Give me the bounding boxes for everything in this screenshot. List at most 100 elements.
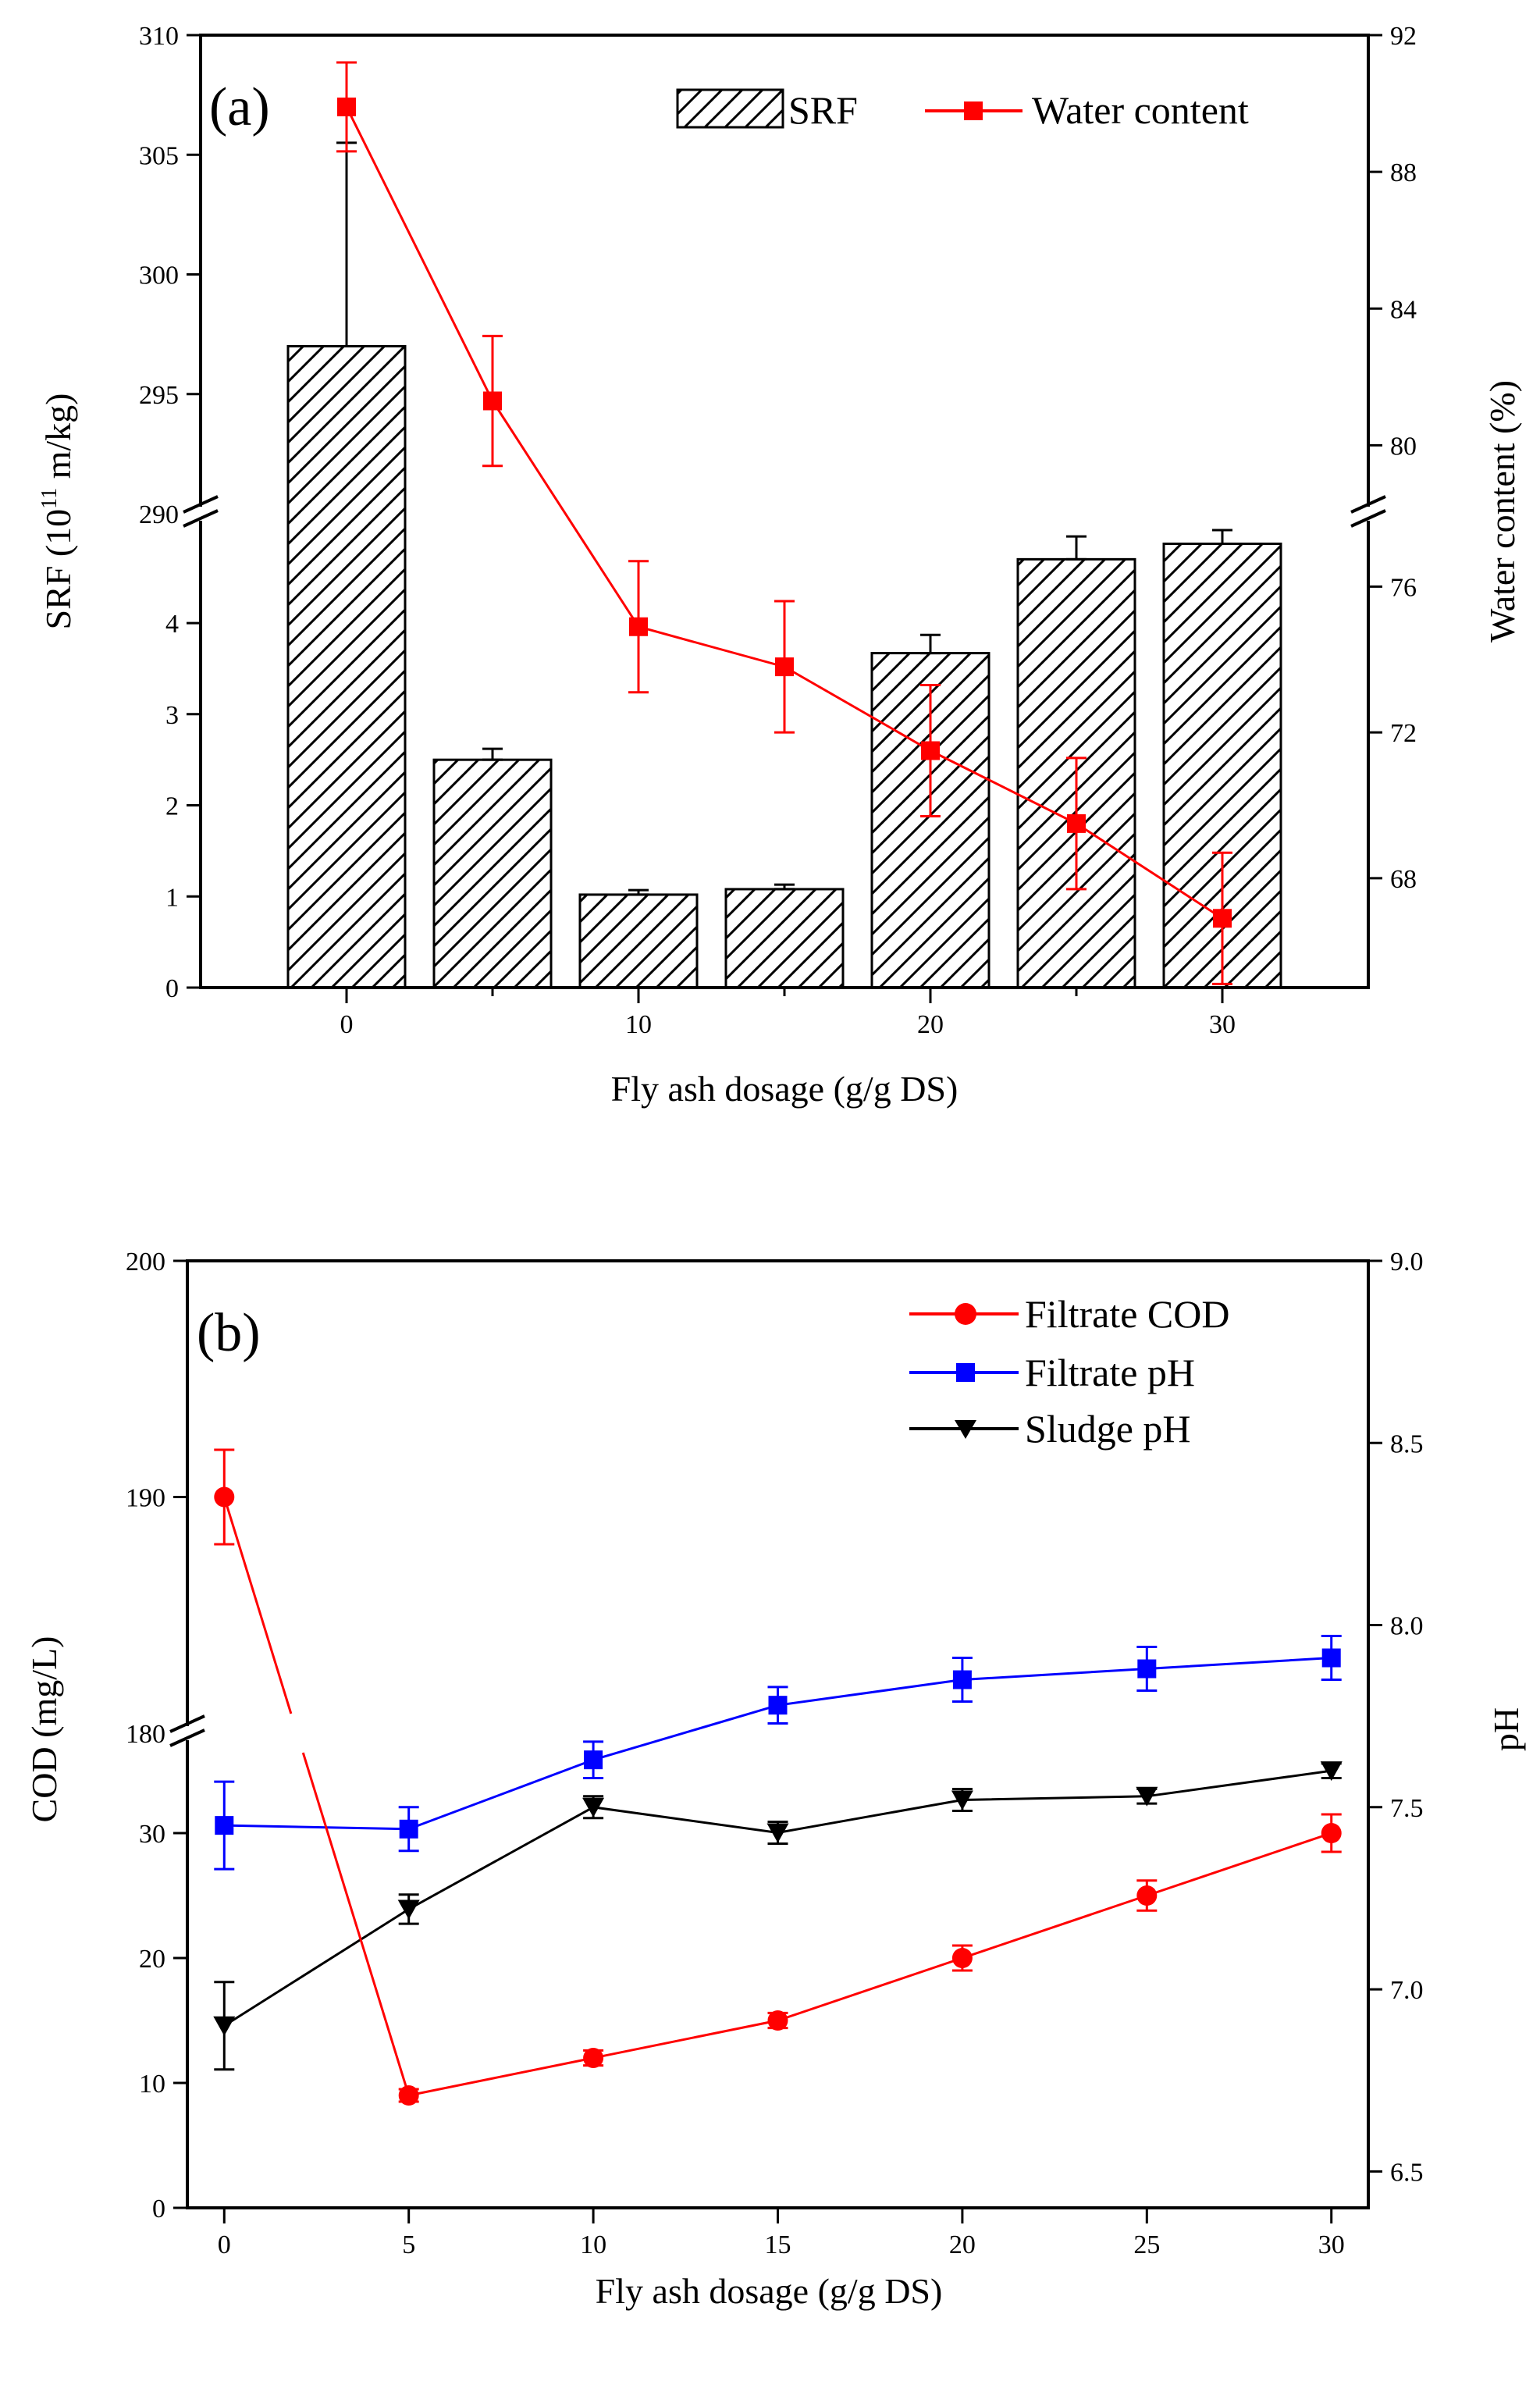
water-content-point-5 [483,391,502,411]
filtrate-cod-point-20 [951,1948,973,1968]
a-x-tick-label-10: 10 [625,1010,652,1039]
a-right-tick-label-76: 76 [1390,573,1417,602]
a-left-upper-tick-label-300: 300 [139,262,179,290]
filtrate-ph-point-15 [768,1696,788,1715]
a-right-tick-label-68: 68 [1390,865,1417,894]
legend-label-srf: SRF [788,88,858,132]
filtrate-ph-point-30 [1321,1648,1341,1668]
a-left-tick-label-4: 4 [165,610,179,639]
a-right-break-slash-2 [1350,509,1386,528]
sludge-ph-point-10 [582,1797,605,1817]
water-content-point-30 [1213,909,1232,928]
b-left-tick-label-0: 0 [152,2195,165,2223]
b-left-break-slash-1 [169,1714,205,1733]
legend-marker-water-content [964,101,983,120]
a-left-upper-tick-label-305: 305 [139,141,179,170]
panel-b-label: (b) [197,1303,261,1363]
panel-b-axis-breaks [169,1714,205,1747]
filtrate-ph-point-10 [584,1750,603,1770]
a-x-tick-label-0: 0 [340,1010,354,1039]
a-right-break-gap [1351,507,1385,521]
srf-bar-15 [724,888,845,989]
sludge-ph-point-15 [766,1823,789,1843]
panel-b-series [213,1448,1343,2106]
sludge-ph-point-5 [397,1899,420,1920]
panel-a-x-axis-label: Fly ash dosage (g/g DS) [611,1069,958,1109]
b-right-tick-label-8.5: 8.5 [1390,1429,1424,1458]
a-right-upper-tick-label-84: 84 [1390,295,1417,324]
b-right-tick-label-7: 7.0 [1390,1976,1424,2005]
filtrate-cod-series [214,1448,1342,2106]
panel-a-axis-breaks [183,495,1386,528]
a-right-upper-tick-label-92: 92 [1390,22,1417,51]
sludge-ph-point-20 [951,1790,973,1810]
filtrate-cod-point-25 [1136,1885,1158,1906]
filtrate-cod-line [408,1832,1332,2097]
sludge-ph-point-25 [1136,1786,1158,1807]
a-left-tick-label-0: 0 [165,974,179,1003]
panel-b: 0 5 10 15 20 25 30 0 10 20 30 180 190 200 6.5 7.0 7.5 8.0… [24,1248,1526,2311]
a-left-upper-tick-label-290: 290 [139,500,179,529]
a-left-tick-label-2: 2 [165,792,179,821]
water-content-point-25 [1067,814,1086,833]
filtrate-cod-point-0 [214,1486,235,1508]
legend-label-water-content: Water content [1032,88,1249,132]
water-content-point-20 [921,741,940,760]
b-x-tick-label-15: 15 [765,2230,791,2259]
filtrate-ph-series [214,1635,1342,1871]
water-content-point-10 [629,617,648,636]
panel-b-frame [186,1259,1370,2209]
sludge-ph-line [223,1769,1332,2027]
b-left-upper-tick-label-180: 180 [126,1720,165,1749]
b-x-tick-label-10: 10 [580,2230,606,2259]
water-content-series [336,61,1232,985]
legend-label-sludge-ph: Sludge pH [1025,1407,1191,1451]
legend-marker-filtrate-ph [956,1363,975,1382]
b-right-tick-label-9: 9.0 [1390,1248,1424,1276]
sludge-ph-point-0 [213,2016,236,2036]
b-x-tick-label-25: 25 [1133,2230,1160,2259]
panel-b-axes: 0 5 10 15 20 25 30 0 10 20 30 180 190 200 6.5 7.0 7.5 8.0… [126,1248,1424,2259]
legend-label-filtrate-cod: Filtrate COD [1025,1292,1229,1336]
srf-bar-10 [578,893,699,989]
sludge-ph-series [213,1761,1343,2071]
panel-b-x-axis-label: Fly ash dosage (g/g DS) [596,2271,943,2311]
a-x-tick-label-20: 20 [917,1010,944,1039]
filtrate-ph-point-5 [399,1819,418,1839]
panel-b-left-axis-label: COD (mg/L) [24,1636,64,1823]
filtrate-ph-line [224,1657,1332,1831]
sludge-ph-point-30 [1320,1761,1343,1782]
legend-marker-sludge-ph [955,1420,976,1439]
panel-b-right-axis-label: pH [1486,1707,1526,1751]
legend-swatch-srf [676,88,784,129]
a-left-break-slash-1 [183,495,219,514]
a-left-break-gap [183,507,218,521]
b-left-upper-tick-label-200: 200 [126,1248,165,1276]
a-left-tick-label-1: 1 [165,883,179,912]
b-left-tick-label-30: 30 [139,1820,165,1849]
filtrate-ph-point-20 [952,1670,972,1689]
legend-label-filtrate-ph: Filtrate pH [1025,1351,1195,1394]
srf-bar-0 [286,344,407,989]
panel-a-legend: SRF Water content [676,88,1249,132]
b-left-tick-label-20: 20 [139,1945,165,1974]
b-left-tick-label-10: 10 [139,2070,165,2099]
a-left-break-slash-2 [183,509,219,528]
a-left-tick-label-3: 3 [165,701,179,730]
panel-a-label: (a) [209,77,270,137]
panel-a-right-axis-label: Water content (%) [1482,380,1522,643]
b-x-tick-label-20: 20 [949,2230,976,2259]
a-left-upper-tick-label-310: 310 [139,22,179,51]
filtrate-cod-point-30 [1321,1823,1342,1843]
b-x-tick-label-0: 0 [218,2230,231,2259]
legend-marker-filtrate-cod [955,1303,976,1325]
filtrate-cod-point-5 [398,2085,419,2106]
a-x-tick-label-30: 30 [1209,1010,1236,1039]
b-left-break-gap [170,1726,205,1740]
filtrate-ph-point-0 [215,1816,234,1835]
a-left-upper-tick-label-295: 295 [139,381,179,410]
b-x-tick-label-5: 5 [402,2230,415,2259]
b-right-tick-label-8: 8.0 [1390,1612,1424,1641]
